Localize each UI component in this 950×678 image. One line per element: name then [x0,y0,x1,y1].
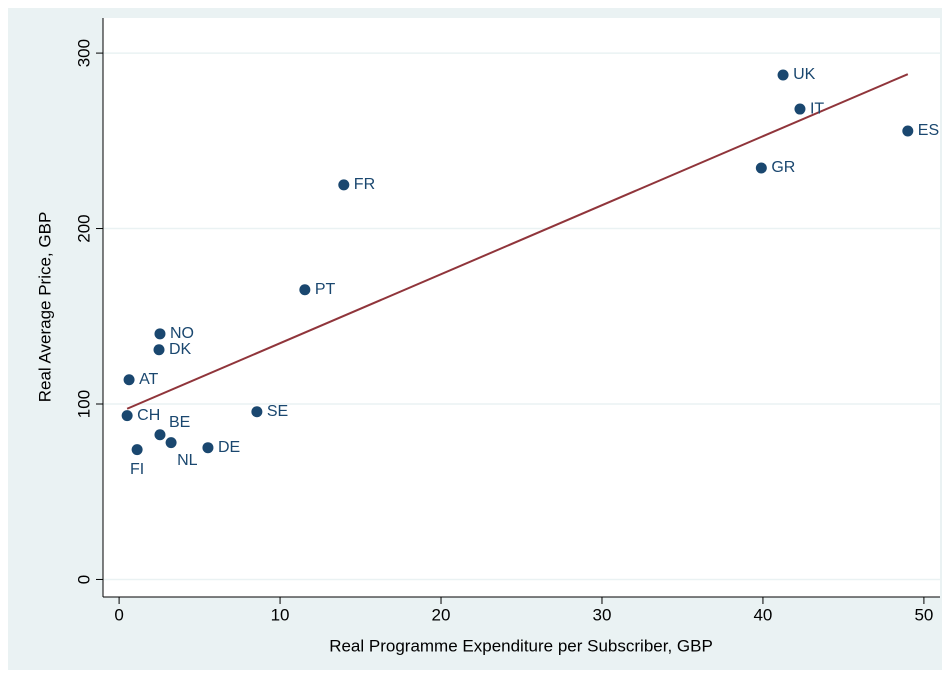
point-label: FI [130,461,144,478]
y-tick-label: 100 [74,390,93,418]
point-label: DK [169,341,192,358]
point [131,444,143,456]
x-tick-label: 30 [593,605,612,624]
point-label: AT [139,371,158,388]
x-tick-label: 40 [753,605,772,624]
point [777,69,789,81]
point [299,284,311,296]
point [794,103,806,115]
y-axis-title: Real Average Price, GBP [35,212,54,403]
x-tick-label: 50 [914,605,933,624]
fit-line [126,73,909,410]
y-tick-label: 0 [74,575,93,584]
x-axis-title: Real Programme Expenditure per Subscribe… [329,636,713,655]
point [154,328,166,340]
point [755,162,767,174]
point-label: PT [315,281,336,298]
point-label: NL [177,452,198,469]
y-tick-label: 200 [74,214,93,242]
y-tick-label: 300 [74,39,93,67]
point [202,442,214,454]
point-label: UK [793,66,816,83]
point [154,429,166,441]
point-label: DE [218,439,240,456]
point-label: GR [771,159,795,176]
point-label: NO [170,325,194,342]
point [121,410,133,422]
point [153,344,165,356]
x-tick-label: 10 [271,605,290,624]
point [251,406,263,418]
x-tick-label: 0 [114,605,123,624]
point [902,125,914,137]
point [338,179,350,191]
point-label: ES [918,122,939,139]
point [123,374,135,386]
point-label: FR [354,176,375,193]
point-label: IT [810,100,824,117]
point-label: BE [169,414,190,431]
point-label: CH [137,407,160,424]
point [165,437,177,449]
x-tick-label: 20 [432,605,451,624]
point-label: SE [267,403,288,420]
